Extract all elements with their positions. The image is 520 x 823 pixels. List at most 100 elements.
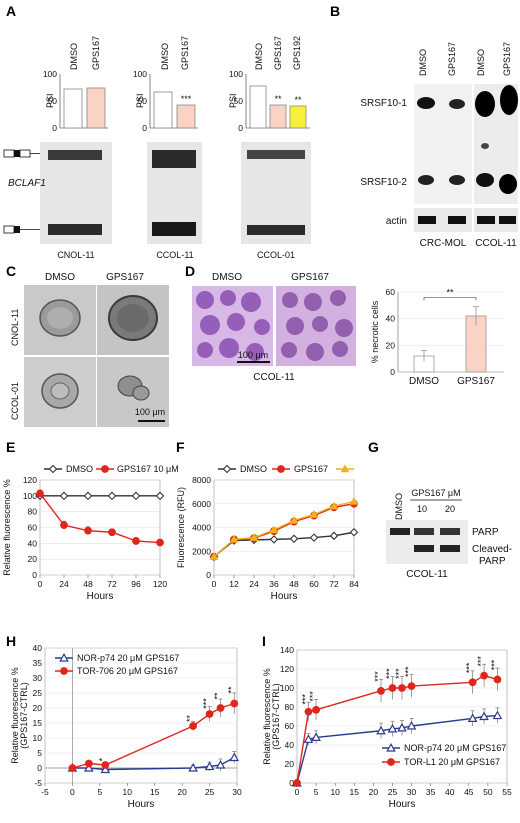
- data-point: [376, 725, 386, 735]
- x-tick-label: 72: [329, 579, 339, 589]
- y-tick-label: 4000: [192, 523, 211, 533]
- y-tick-label: -5: [34, 778, 42, 788]
- x-tick-label: 25: [388, 787, 398, 797]
- gel-band-upper: [48, 150, 102, 160]
- scale-bar-label: 100 μm: [238, 350, 268, 360]
- data-point: [229, 752, 240, 762]
- legend-marker: [60, 667, 68, 675]
- x-tick-label: 120: [153, 579, 167, 589]
- significance: ***: [373, 671, 383, 682]
- x-tick-label: 30: [232, 787, 242, 797]
- y-tick-label: 5: [37, 748, 42, 758]
- gel-band-upper: [247, 150, 305, 159]
- x-tick-label: 15: [350, 787, 360, 797]
- cell-line-label: CCOL-11: [253, 372, 295, 383]
- data-point: [155, 491, 165, 501]
- data-point: [398, 684, 406, 692]
- data-point: [188, 762, 198, 772]
- x-tick-label: 35: [426, 787, 436, 797]
- data-point: [479, 711, 489, 721]
- panel-a-sub-ccol11: DMSO GPS167 PSI 0 50 100 *** CCOL-11: [133, 36, 202, 260]
- x-tick-label: 0: [70, 787, 75, 797]
- lane-label: GPS192: [292, 36, 302, 70]
- x-tick-label: 72: [107, 579, 117, 589]
- legend-marker: [340, 464, 350, 473]
- data-point: [108, 528, 116, 537]
- chart-relative-fluorescence-i: 0 20 40 60 80 100 120 140 0 5 10 15 20 25 30 35 40 45 50 55…: [262, 645, 512, 810]
- panel-e-letter: E: [6, 439, 15, 455]
- panel-a-sub-cnol11: DMSO GPS167 PSI 0 50 100 CNOL-11: [40, 36, 112, 260]
- significance: ***: [181, 94, 192, 104]
- y-axis-label: Fluorescence (RFU): [176, 487, 186, 568]
- y-tick-label: 60: [386, 287, 396, 297]
- y-tick-label: 100: [280, 683, 294, 693]
- data-point: [312, 705, 320, 714]
- psi-tick: 50: [48, 96, 58, 106]
- x-tick-label: 50: [483, 787, 493, 797]
- significance: **: [185, 715, 195, 723]
- band-label: Cleaved-: [472, 544, 512, 555]
- x-tick-label: 20: [177, 787, 187, 797]
- y-tick-label: 8000: [192, 475, 211, 485]
- cell-line-label: CNOL-11: [57, 250, 94, 260]
- gel-band-lower: [247, 225, 305, 235]
- y-axis-label: (GPS167-CTRL): [19, 682, 29, 749]
- x-tick-label: 45: [464, 787, 474, 797]
- significance: ***: [489, 659, 499, 670]
- data-point: [303, 734, 314, 743]
- y-tick-label: 60: [28, 523, 38, 533]
- panel-h-letter: H: [6, 633, 16, 649]
- x-tick-label: 10: [330, 787, 340, 797]
- data-point: [156, 538, 164, 547]
- legend-marker: [101, 465, 109, 473]
- x-tick-label: 24: [249, 579, 259, 589]
- panel-a: A DMSO GPS167 PSI 0 50 100 CNOL-11 BCLAF…: [3, 3, 311, 260]
- lane-label: DMSO: [254, 43, 264, 70]
- legend-marker: [222, 464, 232, 474]
- x-tick-label: 20: [369, 787, 379, 797]
- legend-label: NOR-p74 20 μM GPS167: [77, 653, 179, 663]
- data-point: [467, 713, 478, 723]
- lane-label: GPS167: [502, 42, 512, 76]
- data-point: [107, 491, 117, 501]
- y-axis-label: Relative fluorescence %: [2, 479, 12, 576]
- x-tick-label: -5: [41, 787, 49, 797]
- y-axis-label: Relative fluorescence %: [10, 667, 20, 764]
- psi-bar-dmso: [63, 88, 83, 129]
- legend-label: DMSO: [66, 464, 93, 474]
- data-point: [289, 515, 299, 524]
- data-point: [289, 534, 299, 544]
- data-point: [329, 531, 339, 541]
- legend-marker: [277, 465, 285, 473]
- y-tick-label: 0: [37, 763, 42, 773]
- band-label: actin: [386, 216, 407, 227]
- x-tick-label: 60: [309, 579, 319, 589]
- y-axis-label: % necrotic cells: [370, 300, 380, 363]
- panel-c: C DMSO GPS167 CNOL-11 CCOL-01 100 μm: [6, 263, 169, 427]
- data-point: [493, 675, 502, 684]
- psi-tick: 50: [138, 96, 148, 106]
- data-point: [205, 710, 214, 718]
- legend-label: TOR-706 20 μM GPS167: [77, 666, 178, 676]
- x-tick-label: 96: [131, 579, 141, 589]
- y-tick-label: 120: [23, 475, 37, 485]
- lane-label: GPS167: [91, 36, 101, 70]
- x-axis-label: Hours: [87, 591, 114, 602]
- column-label: DMSO: [212, 272, 242, 283]
- x-tick-label: 40: [445, 787, 455, 797]
- x-tick-label: 25: [205, 787, 215, 797]
- data-point: [131, 491, 141, 501]
- band-label: PARP: [472, 527, 499, 538]
- row-label: CNOL-11: [10, 309, 20, 346]
- data-point: [388, 684, 397, 692]
- exon-diagram-exclusion: [3, 225, 40, 234]
- significance: ***: [202, 698, 212, 709]
- legend-marker: [59, 652, 69, 662]
- data-point: [216, 704, 225, 712]
- band-label: SRSF10-2: [360, 177, 407, 188]
- dose-label: 10: [417, 504, 427, 514]
- legend-label: NOR-p74 20 μM GPS167: [404, 743, 506, 753]
- y-tick-label: 0: [390, 367, 395, 377]
- data-point: [230, 699, 239, 708]
